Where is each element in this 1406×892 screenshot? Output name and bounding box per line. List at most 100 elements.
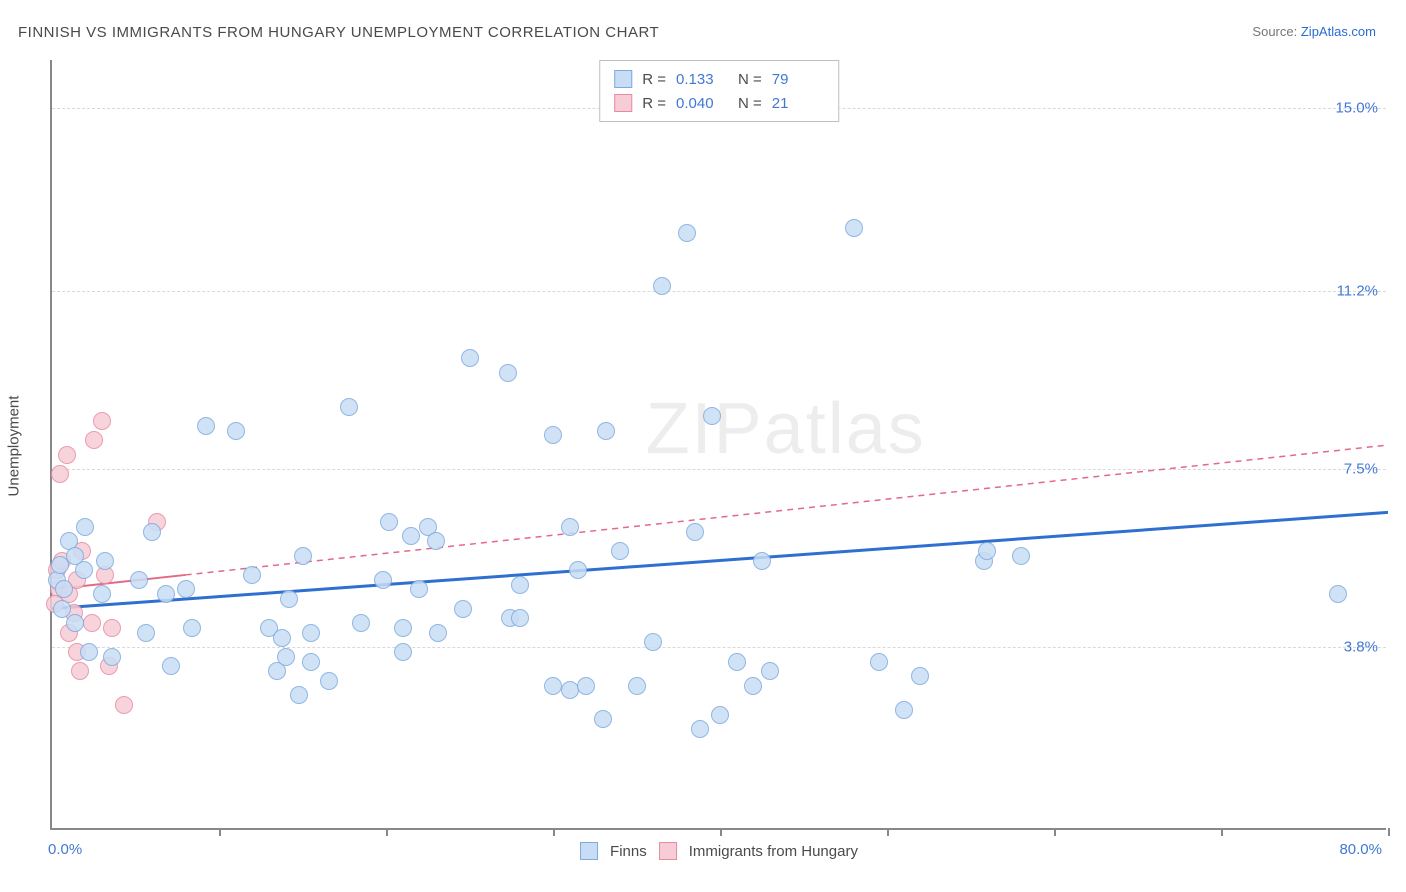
data-point-hungary <box>83 614 101 632</box>
n-value-finns: 79 <box>772 71 824 88</box>
data-point-finns <box>544 426 562 444</box>
data-point-finns <box>691 720 709 738</box>
source-link[interactable]: ZipAtlas.com <box>1301 24 1376 39</box>
data-point-hungary <box>71 662 89 680</box>
watermark: ZIPatlas <box>646 388 926 470</box>
data-point-finns <box>302 624 320 642</box>
data-point-finns <box>380 513 398 531</box>
data-point-finns <box>66 547 84 565</box>
data-point-finns <box>544 677 562 695</box>
r-label: R = <box>642 95 666 112</box>
data-point-finns <box>499 364 517 382</box>
data-point-finns <box>53 600 71 618</box>
data-point-finns <box>728 653 746 671</box>
data-point-finns <box>711 706 729 724</box>
scatter-plot: ZIPatlas R = 0.133 N = 79 R = 0.040 N = … <box>50 60 1386 830</box>
x-tick <box>1221 828 1223 836</box>
data-point-finns <box>429 624 447 642</box>
x-tick <box>720 828 722 836</box>
data-point-finns <box>845 219 863 237</box>
data-point-finns <box>427 532 445 550</box>
data-point-finns <box>761 662 779 680</box>
data-point-finns <box>394 643 412 661</box>
legend-row-finns: R = 0.133 N = 79 <box>614 67 824 91</box>
data-point-finns <box>55 580 73 598</box>
x-tick <box>386 828 388 836</box>
n-label: N = <box>738 71 762 88</box>
data-point-finns <box>653 277 671 295</box>
x-tick <box>1054 828 1056 836</box>
data-point-finns <box>577 677 595 695</box>
r-value-finns: 0.133 <box>676 71 728 88</box>
legend-row-hungary: R = 0.040 N = 21 <box>614 91 824 115</box>
data-point-finns <box>895 701 913 719</box>
data-point-finns <box>597 422 615 440</box>
chart-title: FINNISH VS IMMIGRANTS FROM HUNGARY UNEMP… <box>18 24 659 41</box>
data-point-hungary <box>51 465 69 483</box>
x-tick <box>887 828 889 836</box>
data-point-finns <box>911 667 929 685</box>
data-point-finns <box>1012 547 1030 565</box>
grid-line <box>52 647 1386 648</box>
legend-swatch-finns <box>614 70 632 88</box>
data-point-finns <box>402 527 420 545</box>
data-point-finns <box>744 677 762 695</box>
data-point-finns <box>753 552 771 570</box>
data-point-finns <box>461 349 479 367</box>
data-point-finns <box>374 571 392 589</box>
data-point-hungary <box>93 412 111 430</box>
data-point-finns <box>197 417 215 435</box>
data-point-finns <box>227 422 245 440</box>
data-point-finns <box>130 571 148 589</box>
data-point-finns <box>280 590 298 608</box>
data-point-finns <box>410 580 428 598</box>
data-point-finns <box>561 518 579 536</box>
data-point-finns <box>183 619 201 637</box>
data-point-finns <box>978 542 996 560</box>
data-point-finns <box>243 566 261 584</box>
data-point-finns <box>686 523 704 541</box>
y-tick-label: 11.2% <box>1337 283 1378 300</box>
data-point-finns <box>162 657 180 675</box>
data-point-finns <box>1329 585 1347 603</box>
data-point-finns <box>302 653 320 671</box>
data-point-finns <box>703 407 721 425</box>
trend-line-hungary-dashed <box>186 445 1388 575</box>
data-point-finns <box>561 681 579 699</box>
data-point-finns <box>611 542 629 560</box>
data-point-finns <box>594 710 612 728</box>
legend-label-hungary: Immigrants from Hungary <box>689 843 858 860</box>
legend-swatch-hungary <box>614 94 632 112</box>
data-point-finns <box>454 600 472 618</box>
x-tick <box>1388 828 1390 836</box>
data-point-hungary <box>115 696 133 714</box>
data-point-finns <box>290 686 308 704</box>
source-attribution: Source: ZipAtlas.com <box>1252 24 1376 39</box>
data-point-finns <box>394 619 412 637</box>
legend-swatch-hungary <box>659 842 677 860</box>
data-point-finns <box>340 398 358 416</box>
data-point-hungary <box>85 431 103 449</box>
data-point-finns <box>352 614 370 632</box>
data-point-finns <box>96 552 114 570</box>
data-point-finns <box>157 585 175 603</box>
source-label: Source: <box>1252 24 1297 39</box>
y-tick-label: 3.8% <box>1344 639 1378 656</box>
data-point-finns <box>678 224 696 242</box>
data-point-finns <box>76 518 94 536</box>
n-label: N = <box>738 95 762 112</box>
watermark-bold: ZIP <box>646 389 764 469</box>
watermark-light: atlas <box>764 389 926 469</box>
data-point-finns <box>644 633 662 651</box>
data-point-finns <box>511 576 529 594</box>
r-value-hungary: 0.040 <box>676 95 728 112</box>
data-point-finns <box>628 677 646 695</box>
x-axis-max-label: 80.0% <box>1339 841 1382 858</box>
series-legend: Finns Immigrants from Hungary <box>580 842 858 860</box>
data-point-finns <box>80 643 98 661</box>
r-label: R = <box>642 71 666 88</box>
data-point-finns <box>273 629 291 647</box>
data-point-finns <box>569 561 587 579</box>
data-point-hungary <box>58 446 76 464</box>
data-point-finns <box>511 609 529 627</box>
